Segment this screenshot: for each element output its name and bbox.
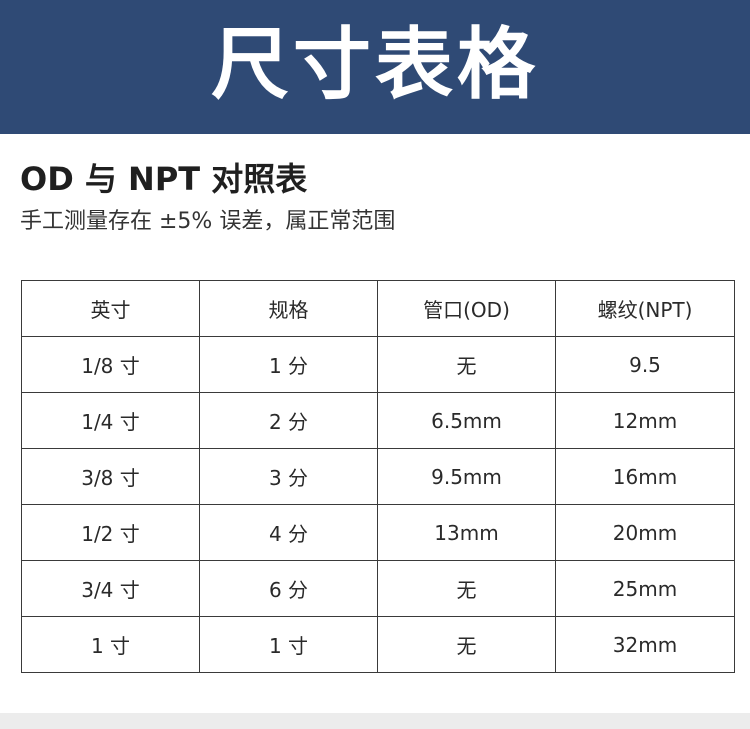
- table-header-row: 英寸 规格 管口(OD) 螺纹(NPT): [21, 280, 735, 337]
- size-table-container: 英寸 规格 管口(OD) 螺纹(NPT) 1/8 寸 1 分 无 9.5 1/4…: [21, 280, 735, 673]
- cell-od: 无: [377, 616, 556, 673]
- cell-od: 无: [377, 336, 556, 393]
- cell-od: 无: [377, 560, 556, 617]
- header-npt: 螺纹(NPT): [555, 280, 735, 337]
- table-row: 3/8 寸 3 分 9.5mm 16mm: [21, 448, 735, 505]
- header-inch: 英寸: [21, 280, 200, 337]
- cell-inch: 1 寸: [21, 616, 200, 673]
- cell-spec: 1 寸: [199, 616, 378, 673]
- table-row: 1/8 寸 1 分 无 9.5: [21, 336, 735, 393]
- header-spec: 规格: [199, 280, 378, 337]
- table-row: 1/4 寸 2 分 6.5mm 12mm: [21, 392, 735, 449]
- header-od: 管口(OD): [377, 280, 556, 337]
- cell-inch: 3/4 寸: [21, 560, 200, 617]
- cell-npt: 12mm: [555, 392, 735, 449]
- cell-npt: 16mm: [555, 448, 735, 505]
- footer-divider: [0, 713, 750, 729]
- cell-spec: 4 分: [199, 504, 378, 561]
- section-title: OD 与 NPT 对照表: [20, 160, 308, 198]
- cell-od: 9.5mm: [377, 448, 556, 505]
- cell-inch: 1/2 寸: [21, 504, 200, 561]
- cell-npt: 9.5: [555, 336, 735, 393]
- cell-npt: 32mm: [555, 616, 735, 673]
- cell-od: 6.5mm: [377, 392, 556, 449]
- header-banner: 尺寸表格: [0, 0, 750, 134]
- cell-spec: 1 分: [199, 336, 378, 393]
- cell-inch: 1/4 寸: [21, 392, 200, 449]
- cell-spec: 2 分: [199, 392, 378, 449]
- cell-spec: 3 分: [199, 448, 378, 505]
- cell-inch: 1/8 寸: [21, 336, 200, 393]
- table-row: 1 寸 1 寸 无 32mm: [21, 616, 735, 673]
- table-row: 1/2 寸 4 分 13mm 20mm: [21, 504, 735, 561]
- cell-npt: 20mm: [555, 504, 735, 561]
- cell-inch: 3/8 寸: [21, 448, 200, 505]
- cell-spec: 6 分: [199, 560, 378, 617]
- page-title: 尺寸表格: [210, 20, 539, 110]
- cell-od: 13mm: [377, 504, 556, 561]
- section-subtitle: 手工测量存在 ±5% 误差，属正常范围: [20, 209, 396, 234]
- size-table: 英寸 规格 管口(OD) 螺纹(NPT) 1/8 寸 1 分 无 9.5 1/4…: [21, 280, 735, 673]
- table-row: 3/4 寸 6 分 无 25mm: [21, 560, 735, 617]
- cell-npt: 25mm: [555, 560, 735, 617]
